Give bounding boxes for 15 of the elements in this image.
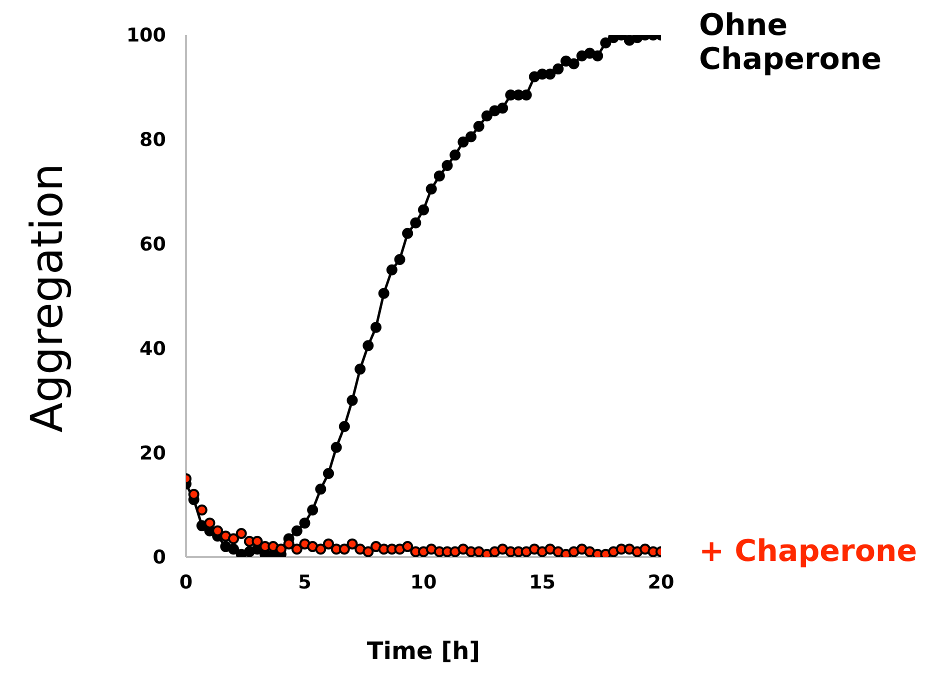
x-tick-label: 0 [179, 571, 193, 594]
series-label: Ohne Chaperone [699, 8, 883, 77]
y-axis-title: Aggregation [22, 163, 73, 433]
x-axis-title: Time [h] [366, 637, 482, 665]
x-tick-label: 15 [529, 571, 556, 594]
x-tick-label: 10 [410, 571, 437, 594]
y-tick-label: 80 [140, 129, 166, 152]
y-tick-label: 20 [140, 442, 166, 464]
x-tick-label: 5 [298, 571, 312, 594]
series-label: + Chaperone [699, 534, 918, 569]
y-tick-label: 100 [126, 24, 166, 47]
y-tick-label: 0 [152, 546, 166, 569]
y-tick-label: 40 [140, 338, 166, 360]
y-tick-label: 60 [140, 234, 166, 256]
x-tick-label: 20 [648, 571, 674, 594]
